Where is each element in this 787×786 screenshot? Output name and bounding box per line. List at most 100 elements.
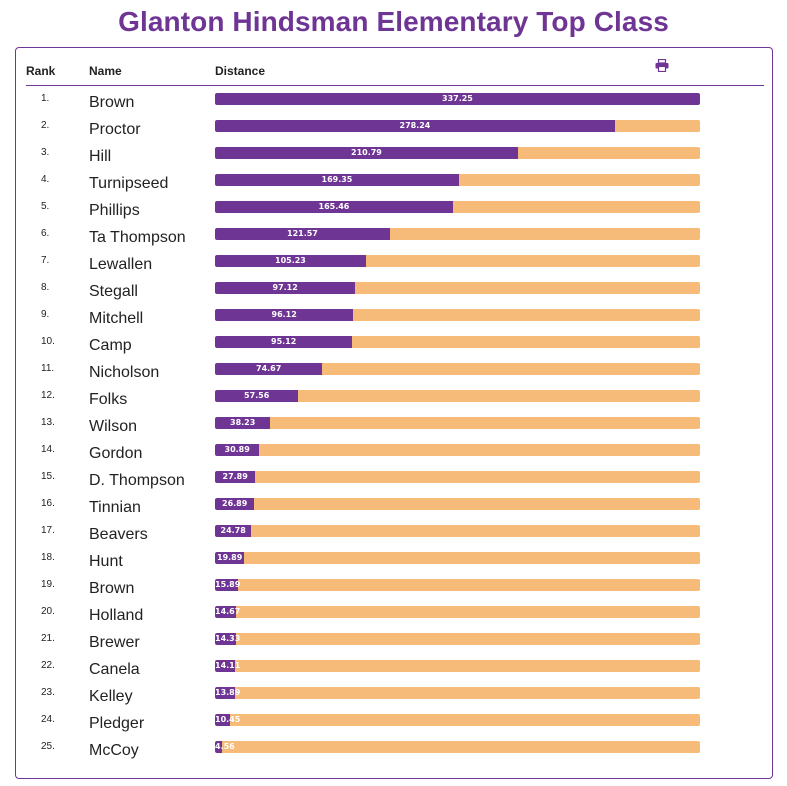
distance-bar (215, 228, 390, 240)
student-name: Ta Thompson (89, 229, 186, 246)
distance-value-label: 165.46 (318, 202, 350, 211)
student-name: Turnipseed (89, 175, 169, 192)
distance-track: 165.46 (215, 201, 700, 213)
distance-value-label: 14.67 (215, 607, 241, 616)
student-name: Phillips (89, 202, 140, 219)
rank-label: 19. (41, 579, 55, 590)
distance-value-label: 74.67 (256, 364, 282, 373)
distance-bar (215, 633, 236, 645)
student-name: McCoy (89, 742, 139, 759)
rank-label: 12. (41, 390, 55, 401)
distance-track: 24.78 (215, 525, 700, 537)
distance-value-label: 57.56 (244, 391, 270, 400)
rank-label: 6. (41, 228, 50, 239)
rank-label: 23. (41, 687, 55, 698)
rank-label: 20. (41, 606, 55, 617)
student-name: Hunt (89, 553, 123, 570)
student-name: Lewallen (89, 256, 153, 273)
distance-track: 95.12 (215, 336, 700, 348)
print-icon[interactable] (655, 59, 669, 72)
student-name: D. Thompson (89, 472, 185, 489)
rank-label: 3. (41, 147, 50, 158)
student-name: Brewer (89, 634, 140, 651)
distance-bar (215, 201, 453, 213)
header-divider (26, 85, 764, 86)
table-row: 24. Pledger 10.45 (0, 714, 787, 741)
table-row: 8. Stegall 97.12 (0, 282, 787, 309)
rank-label: 15. (41, 471, 55, 482)
distance-value-label: 95.12 (271, 337, 297, 346)
distance-track: 14.11 (215, 660, 700, 672)
distance-track: 13.89 (215, 687, 700, 699)
table-row: 6. Ta Thompson 121.57 (0, 228, 787, 255)
table-row: 17. Beavers 24.78 (0, 525, 787, 552)
rank-label: 16. (41, 498, 55, 509)
table-row: 23. Kelley 13.89 (0, 687, 787, 714)
distance-bar (215, 336, 352, 348)
table-row: 10. Camp 95.12 (0, 336, 787, 363)
header-rank: Rank (26, 64, 56, 78)
table-row: 4. Turnipseed 169.35 (0, 174, 787, 201)
student-name: Folks (89, 391, 128, 408)
distance-bar (215, 363, 322, 375)
distance-track: 30.89 (215, 444, 700, 456)
student-name: Proctor (89, 121, 141, 138)
distance-value-label: 30.89 (224, 445, 250, 454)
distance-value-label: 278.24 (399, 121, 431, 130)
rank-label: 9. (41, 309, 50, 320)
student-name: Wilson (89, 418, 138, 435)
table-row: 9. Mitchell 96.12 (0, 309, 787, 336)
distance-bar (215, 174, 459, 186)
distance-value-label: 169.35 (321, 175, 353, 184)
distance-value-label: 210.79 (351, 148, 382, 157)
student-name: Nicholson (89, 364, 160, 381)
table-row: 13. Wilson 38.23 (0, 417, 787, 444)
distance-bar (215, 525, 251, 537)
table-row: 16. Tinnian 26.89 (0, 498, 787, 525)
rank-label: 11. (41, 363, 55, 374)
distance-track: 15.89 (215, 579, 700, 591)
distance-bar (215, 552, 244, 564)
rank-label: 13. (41, 417, 55, 428)
distance-bar (215, 498, 254, 510)
distance-track: 10.45 (215, 714, 700, 726)
rank-label: 22. (41, 660, 55, 671)
rank-label: 5. (41, 201, 50, 212)
distance-value-label: 14.11 (215, 661, 241, 670)
rank-label: 8. (41, 282, 50, 293)
distance-bar (215, 255, 366, 267)
student-name: Brown (89, 94, 135, 111)
table-row: 25. McCoy 4.56 (0, 741, 787, 768)
rank-label: 14. (41, 444, 55, 455)
rank-label: 24. (41, 714, 55, 725)
page-title: Glanton Hindsman Elementary Top Class (118, 6, 669, 37)
table-row: 3. Hill 210.79 (0, 147, 787, 174)
student-name: Tinnian (89, 499, 141, 516)
distance-bar (215, 741, 222, 753)
distance-track: 26.89 (215, 498, 700, 510)
distance-bar (215, 606, 236, 618)
student-name: Hill (89, 148, 112, 165)
distance-value-label: 96.12 (271, 310, 297, 319)
distance-bar (215, 444, 259, 456)
distance-track: 19.89 (215, 552, 700, 564)
distance-track: 57.56 (215, 390, 700, 402)
distance-bar (215, 471, 255, 483)
distance-bar (215, 120, 615, 132)
student-name: Gordon (89, 445, 143, 462)
distance-value-label: 19.89 (217, 553, 243, 562)
distance-value-label: 13.89 (215, 688, 241, 697)
distance-track: 38.23 (215, 417, 700, 429)
rank-label: 21. (41, 633, 55, 644)
distance-track: 337.25 (215, 93, 700, 105)
distance-bar (215, 282, 355, 294)
distance-track: 121.57 (215, 228, 700, 240)
distance-value-label: 38.23 (230, 418, 256, 427)
distance-value-label: 10.45 (215, 715, 241, 724)
rank-label: 18. (41, 552, 55, 563)
distance-value-label: 105.23 (275, 256, 306, 265)
distance-track: 14.33 (215, 633, 700, 645)
student-name: Kelley (89, 688, 133, 705)
distance-track: 169.35 (215, 174, 700, 186)
rank-label: 7. (41, 255, 50, 266)
